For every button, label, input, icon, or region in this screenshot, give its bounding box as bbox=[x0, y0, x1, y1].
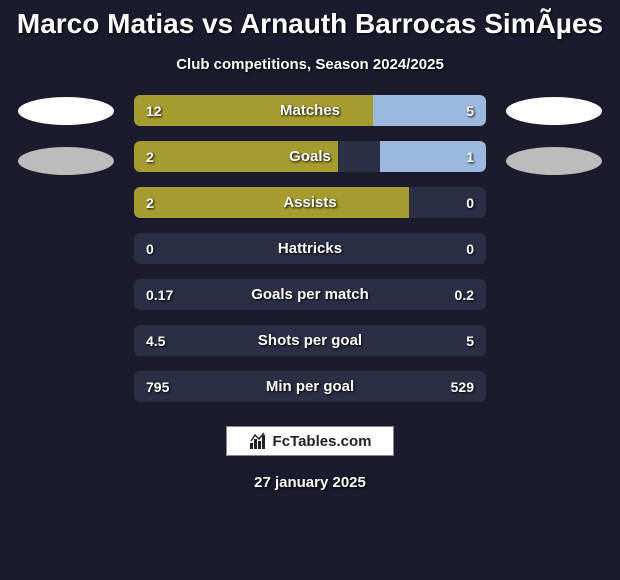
stat-label: Goals per match bbox=[134, 286, 486, 303]
comparison-content: 12 Matches 5 2 Goals 1 2 Assists 0 0 Hat… bbox=[0, 95, 620, 402]
stat-label: Assists bbox=[134, 194, 486, 211]
stat-label: Goals bbox=[134, 148, 486, 165]
page-title: Marco Matias vs Arnauth Barrocas SimÃµes bbox=[7, 8, 613, 40]
right-side-badges bbox=[500, 95, 608, 175]
stat-right-value: 0 bbox=[466, 195, 474, 211]
stat-right-value: 0 bbox=[466, 241, 474, 257]
brand-text: FcTables.com bbox=[273, 433, 372, 450]
stat-row-goals: 2 Goals 1 bbox=[134, 141, 486, 172]
stat-row-assists: 2 Assists 0 bbox=[134, 187, 486, 218]
chart-icon bbox=[249, 432, 267, 450]
left-side-badges bbox=[12, 95, 120, 175]
stat-label: Hattricks bbox=[134, 240, 486, 257]
stat-right-value: 5 bbox=[466, 333, 474, 349]
stat-right-value: 529 bbox=[451, 379, 474, 395]
stat-right-value: 5 bbox=[466, 103, 474, 119]
stat-right-value: 1 bbox=[466, 149, 474, 165]
left-nation-placeholder-icon bbox=[18, 147, 114, 175]
left-club-placeholder-icon bbox=[18, 97, 114, 125]
stat-row-goals-per-match: 0.17 Goals per match 0.2 bbox=[134, 279, 486, 310]
brand-link[interactable]: FcTables.com bbox=[226, 426, 395, 456]
right-nation-placeholder-icon bbox=[506, 147, 602, 175]
page-subtitle: Club competitions, Season 2024/2025 bbox=[176, 56, 444, 73]
right-club-placeholder-icon bbox=[506, 97, 602, 125]
stat-row-hattricks: 0 Hattricks 0 bbox=[134, 233, 486, 264]
stats-bars: 12 Matches 5 2 Goals 1 2 Assists 0 0 Hat… bbox=[134, 95, 486, 402]
stat-label: Shots per goal bbox=[134, 332, 486, 349]
stat-right-value: 0.2 bbox=[455, 287, 474, 303]
generated-date: 27 january 2025 bbox=[254, 474, 366, 491]
stat-row-min-per-goal: 795 Min per goal 529 bbox=[134, 371, 486, 402]
stat-label: Matches bbox=[134, 102, 486, 119]
stat-row-matches: 12 Matches 5 bbox=[134, 95, 486, 126]
stat-label: Min per goal bbox=[134, 378, 486, 395]
stat-row-shots-per-goal: 4.5 Shots per goal 5 bbox=[134, 325, 486, 356]
